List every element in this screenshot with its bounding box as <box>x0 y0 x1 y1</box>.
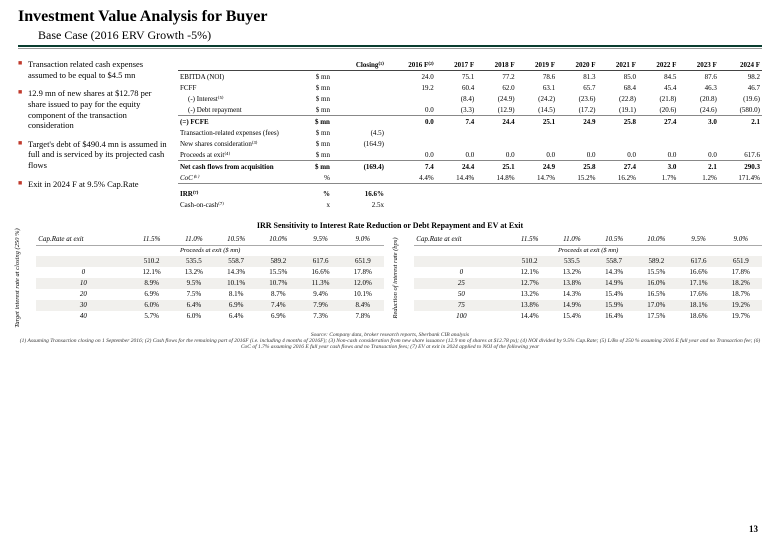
footnotes: Source: Company data, broker research re… <box>18 332 762 350</box>
main-table: Closing⁽¹⁾2016 F⁽²⁾2017 F2018 F2019 F202… <box>178 59 762 211</box>
ylabel: Reduction of interest rate (bps) <box>392 237 399 318</box>
divider <box>18 45 762 47</box>
bullet-item: Target's debt of $490.4 mn is assumed in… <box>18 139 168 171</box>
bullet-item: Transaction related cash expenses assume… <box>18 59 168 80</box>
bullet-item: 12.9 mn of new shares at $12.78 per shar… <box>18 88 168 131</box>
bullet-item: Exit in 2024 F at 9.5% Cap.Rate <box>18 179 168 190</box>
page-title: Investment Value Analysis for Buyer <box>18 8 762 26</box>
page-number: 13 <box>749 524 758 534</box>
divider <box>18 48 762 49</box>
bullet-list: Transaction related cash expenses assume… <box>18 59 168 211</box>
sensitivity-title: IRR Sensitivity to Interest Rate Reducti… <box>18 221 762 230</box>
ylabel: Target interest rate at closing (250 %) <box>14 228 21 327</box>
sens-right: Reduction of interest rate (bps) Cap.Rat… <box>396 234 762 322</box>
page-subtitle: Base Case (2016 ERV Growth -5%) <box>38 28 762 43</box>
sens-left: Target interest rate at closing (250 %) … <box>18 234 384 322</box>
